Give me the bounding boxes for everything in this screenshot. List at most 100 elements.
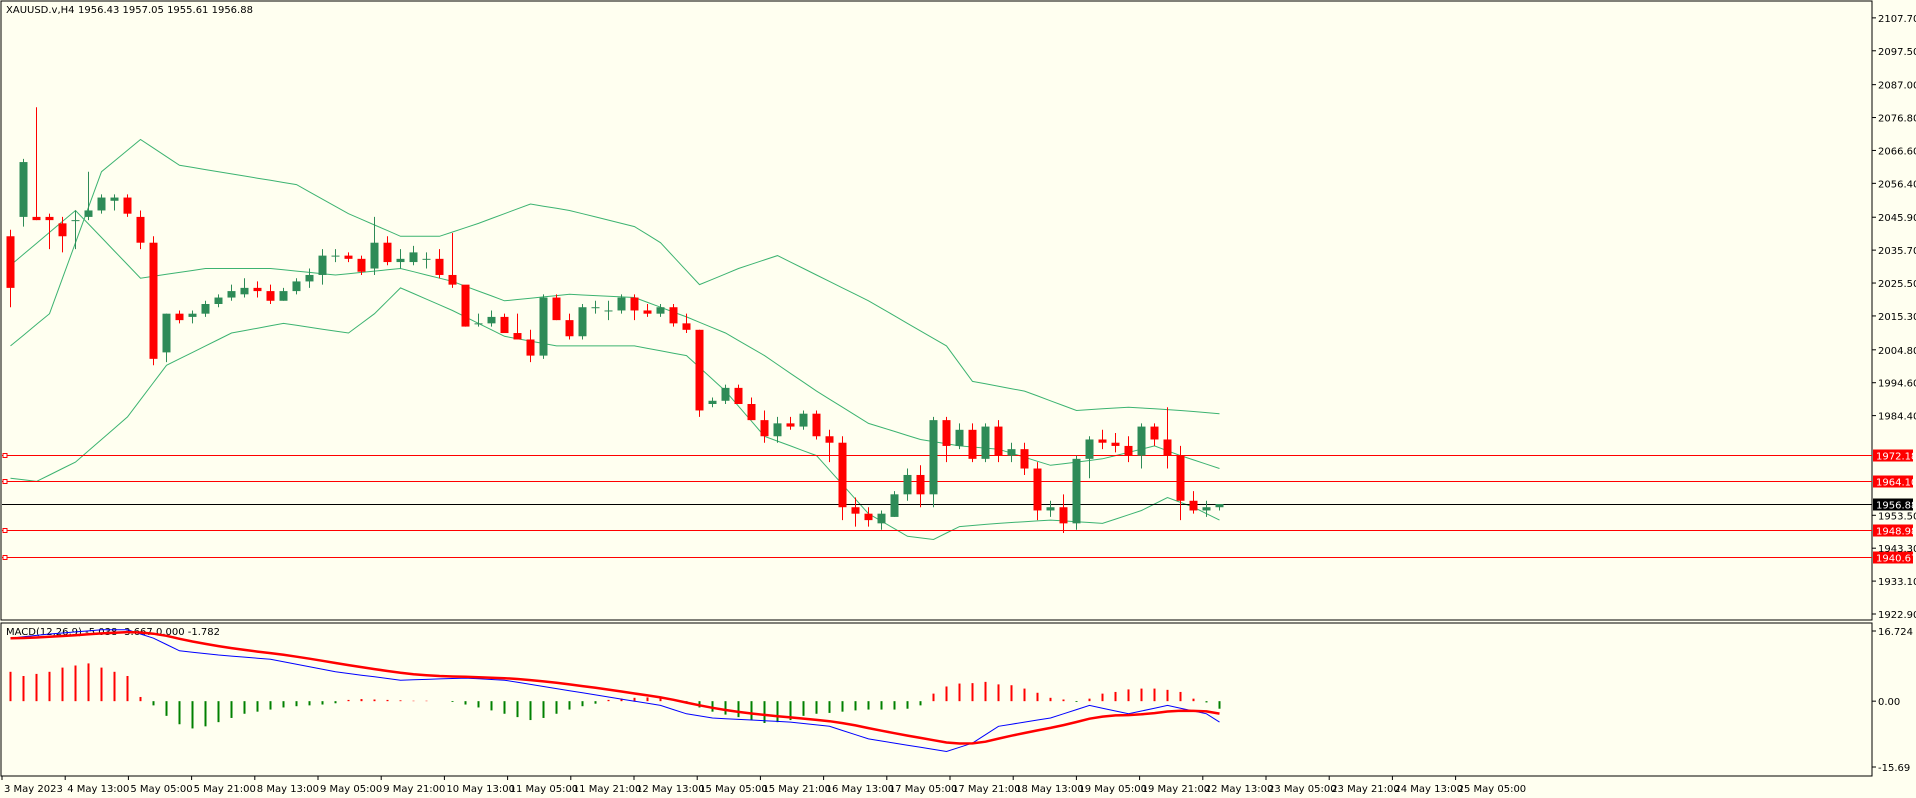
candle-body (864, 513, 873, 521)
price-tick-label: 2066.60 (1878, 146, 1916, 157)
candle-body (474, 323, 483, 325)
price-tick-label: 2035.70 (1878, 246, 1916, 257)
candle-body (149, 242, 158, 359)
candle-body (500, 316, 509, 334)
time-tick-label: 3 May 2023 (4, 784, 63, 795)
level-price-label: 1948.98 (1876, 527, 1916, 538)
candle-body (734, 387, 743, 404)
time-tick-label: 24 May 13:00 (1394, 784, 1463, 795)
candle-body (890, 494, 899, 517)
candle-body (1189, 500, 1198, 511)
candle-body (877, 513, 886, 524)
candle-body (1163, 439, 1172, 456)
macd-signal-line (10, 630, 1220, 745)
time-tick-label: 5 May 05:00 (130, 784, 192, 795)
candle-body (1085, 439, 1094, 459)
candle-body (825, 436, 834, 443)
candle-body (435, 258, 444, 275)
candle-body (799, 413, 808, 427)
candle-body (773, 423, 782, 437)
candle-body (409, 252, 418, 263)
candle-body (331, 255, 340, 257)
ohlc-readout: 1956.43 1957.05 1955.61 1956.88 (78, 5, 253, 16)
price-tick-label: 2015.30 (1878, 312, 1916, 323)
price-axis: 2107.70 2097.50 2087.00 2076.80 2066.60 2056.… (1872, 14, 1916, 621)
macd-tick-label: -15.69 (1878, 763, 1910, 774)
price-tick-label: 1953.50 (1878, 511, 1916, 522)
level-price-tag (1873, 524, 1913, 537)
candle-body (591, 307, 600, 309)
time-tick-label: 12 May 13:00 (636, 784, 705, 795)
price-tick-label: 2087.00 (1878, 81, 1916, 92)
candle-body (422, 258, 431, 260)
time-axis: 3 May 2023 4 May 13:00 5 May 05:00 5 May 21… (1, 776, 1526, 795)
time-tick-label: 15 May 05:00 (699, 784, 768, 795)
time-tick-label: 4 May 13:00 (67, 784, 129, 795)
candle-body (175, 313, 184, 321)
candle-body (110, 197, 119, 201)
candle-body (344, 255, 353, 259)
level-price-label: 1940.67 (1876, 554, 1916, 565)
candle-body (448, 274, 457, 285)
candle-body (305, 274, 314, 282)
candle-body (1098, 439, 1107, 443)
candle-body (994, 426, 1003, 456)
price-tick-label: 2004.80 (1878, 346, 1916, 357)
candle-body (968, 429, 977, 459)
candle-body (747, 404, 756, 421)
candle-body (201, 304, 210, 314)
candle-body (396, 258, 405, 263)
candle-body (71, 220, 80, 222)
price-tick-label: 2056.40 (1878, 179, 1916, 190)
candle-body (32, 216, 41, 221)
candle-body (981, 426, 990, 459)
candle-body (552, 297, 561, 321)
price-tick-label: 2045.90 (1878, 213, 1916, 224)
macd-main-line (10, 629, 1220, 753)
level-price-tag (1873, 475, 1913, 488)
candle-body (617, 297, 626, 311)
time-tick-label: 19 May 05:00 (1078, 784, 1147, 795)
candle-body (292, 281, 301, 292)
candle-body (370, 242, 379, 269)
time-tick-label: 15 May 21:00 (762, 784, 831, 795)
level-handle (2, 479, 8, 484)
candle-body (916, 474, 925, 495)
time-tick-label: 10 May 13:00 (446, 784, 515, 795)
price-panel-frame (0, 0, 1873, 621)
time-tick-label: 8 May 13:00 (257, 784, 319, 795)
level-handle (2, 555, 8, 560)
candle-body (1033, 468, 1042, 511)
candle-body (669, 307, 678, 324)
price-tick-label: 2097.50 (1878, 47, 1916, 58)
time-tick-label: 23 May 05:00 (1268, 784, 1337, 795)
candle-body (1124, 445, 1133, 456)
candle-body (279, 291, 288, 301)
candle-body (656, 307, 665, 314)
time-tick-label: 5 May 21:00 (194, 784, 256, 795)
candle-body (630, 297, 639, 311)
level-price-label: 1964.10 (1876, 478, 1916, 489)
candle-body (487, 316, 496, 324)
time-tick-label: 22 May 13:00 (1205, 784, 1274, 795)
candle-body (721, 387, 730, 401)
current-price-label: 1956.88 (1876, 501, 1916, 512)
candle-body (123, 197, 132, 214)
candle-body (565, 320, 574, 337)
candle-body (708, 400, 717, 404)
candle-body (214, 297, 223, 304)
time-tick-label: 9 May 21:00 (383, 784, 445, 795)
price-tick-label: 2076.80 (1878, 114, 1916, 125)
candle-body (357, 258, 366, 272)
candle-body (253, 287, 262, 292)
candle-body (266, 291, 275, 301)
candle-body (695, 329, 704, 411)
candle-body (19, 162, 28, 217)
macd-indicator: 16.724 0.00 -15.69 (9, 627, 1913, 774)
candle-body (682, 323, 691, 330)
candle-body (838, 442, 847, 508)
candle-body (136, 216, 145, 243)
macd-tick-label: 0.00 (1878, 697, 1900, 708)
